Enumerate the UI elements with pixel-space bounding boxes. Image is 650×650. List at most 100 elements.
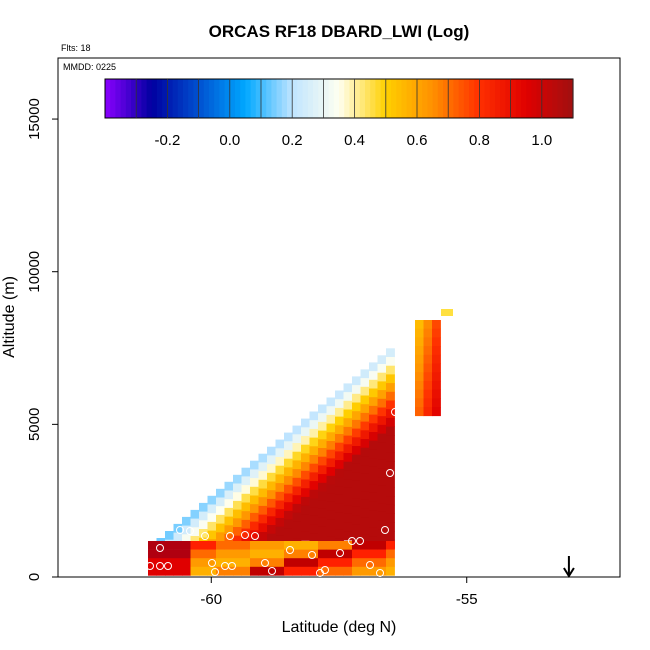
- heatmap-cell: [190, 518, 200, 528]
- colorbar-segment: [219, 79, 226, 118]
- heatmap-cell: [369, 388, 378, 398]
- heatmap-cell: [199, 511, 208, 521]
- heatmap-cell: [182, 541, 191, 550]
- heatmap-cell: [360, 439, 370, 449]
- heatmap-cell: [250, 549, 259, 559]
- heatmap-cell: [207, 513, 217, 523]
- heatmap-cell: [369, 484, 378, 494]
- heatmap-cell: [216, 523, 225, 533]
- heatmap-cell: [292, 541, 302, 550]
- heatmap-cell: [165, 549, 174, 559]
- colorbar-segment: [177, 79, 184, 118]
- heatmap-cell: [369, 558, 378, 568]
- heatmap-cell: [173, 566, 183, 576]
- heatmap-cell: [233, 483, 242, 493]
- heatmap-cell: [386, 426, 395, 436]
- heatmap-cell: [173, 532, 183, 542]
- heatmap-cell: [432, 380, 441, 390]
- colorbar-segment: [281, 79, 288, 118]
- colorbar-segment: [448, 79, 454, 118]
- heatmap-cell: [301, 453, 310, 463]
- y-axis-label: Altitude (m): [1, 276, 18, 358]
- heatmap-cell: [258, 541, 268, 550]
- heatmap-cell: [258, 479, 268, 489]
- heatmap-cell: [292, 434, 302, 444]
- heatmap-cell: [190, 527, 200, 537]
- heatmap-cell: [377, 494, 387, 504]
- heatmap-cell: [199, 520, 208, 530]
- heatmap-cell: [352, 533, 361, 543]
- y-tick-label: 10000: [26, 251, 43, 293]
- measurement-point: [201, 532, 209, 540]
- heatmap-cell: [343, 409, 353, 419]
- heatmap-cell: [233, 474, 242, 484]
- heatmap-cell: [335, 503, 344, 513]
- heatmap-cell: [241, 558, 251, 568]
- heatmap-cell: [199, 549, 208, 559]
- colorbar-segment: [385, 79, 392, 118]
- colorbar-segment: [370, 79, 376, 118]
- heatmap-cell: [292, 469, 302, 479]
- colorbar-segment: [261, 79, 267, 118]
- measurement-point: [146, 562, 154, 570]
- heatmap-cell: [301, 436, 310, 446]
- colorbar-segment: [136, 79, 142, 118]
- heatmap-cell: [156, 566, 166, 576]
- heatmap-cell: [352, 558, 361, 568]
- colorbar-segment: [157, 79, 163, 118]
- heatmap-cell: [216, 532, 225, 542]
- measurement-point: [386, 469, 394, 477]
- measurement-point: [251, 532, 259, 540]
- colorbar-segment: [567, 79, 574, 118]
- measurement-point: [381, 526, 389, 534]
- heatmap-cell: [386, 566, 395, 576]
- heatmap-cell: [335, 486, 344, 496]
- heatmap-cell: [250, 566, 259, 576]
- heatmap-cell: [335, 399, 344, 409]
- heatmap-cell: [352, 393, 361, 403]
- heatmap-cell: [415, 407, 424, 417]
- heatmap-cell: [292, 451, 302, 461]
- heatmap-cell: [335, 512, 344, 522]
- heatmap-cell: [275, 535, 285, 545]
- heatmap-cell: [386, 409, 395, 419]
- heatmap-cell: [423, 320, 433, 330]
- measurement-point: [156, 562, 164, 570]
- heatmap-cell: [318, 566, 327, 576]
- heatmap-cell: [224, 566, 234, 576]
- heatmap-cell: [284, 432, 293, 442]
- heatmap-cell: [241, 528, 251, 538]
- heatmap-cells: [148, 309, 453, 576]
- heatmap-cell: [326, 510, 336, 520]
- measurement-point: [211, 568, 219, 576]
- heatmap-cell: [386, 383, 395, 393]
- colorbar-segment: [489, 79, 496, 118]
- heatmap-cell: [233, 535, 242, 545]
- colorbar-tick-label: 0.0: [219, 132, 240, 149]
- heatmap-cell: [233, 518, 242, 528]
- heatmap-cell: [352, 402, 361, 412]
- heatmap-cell: [301, 531, 310, 541]
- colorbar-segment: [365, 79, 371, 118]
- heatmap-cell: [369, 397, 378, 407]
- measurement-points: [146, 408, 399, 577]
- heatmap-cell: [301, 549, 310, 559]
- heatmap-cell: [432, 320, 441, 330]
- heatmap-cell: [190, 509, 200, 519]
- colorbar-tick-label: 0.6: [407, 132, 428, 149]
- heatmap-cell: [318, 430, 327, 440]
- heatmap-cell: [335, 541, 344, 550]
- heatmap-cell: [326, 449, 336, 459]
- colorbar-segment: [183, 79, 189, 118]
- heatmap-cell: [182, 534, 191, 544]
- heatmap-cell: [292, 425, 302, 435]
- heatmap-cell: [250, 469, 259, 479]
- heatmap-cell: [301, 427, 310, 437]
- heatmap-cell: [326, 467, 336, 477]
- heatmap-cell: [386, 365, 395, 375]
- heatmap-cell: [369, 510, 378, 520]
- heatmap-cell: [423, 354, 433, 364]
- heatmap-cell: [199, 541, 208, 550]
- heatmap-cell: [241, 485, 251, 495]
- measurement-point: [356, 537, 364, 545]
